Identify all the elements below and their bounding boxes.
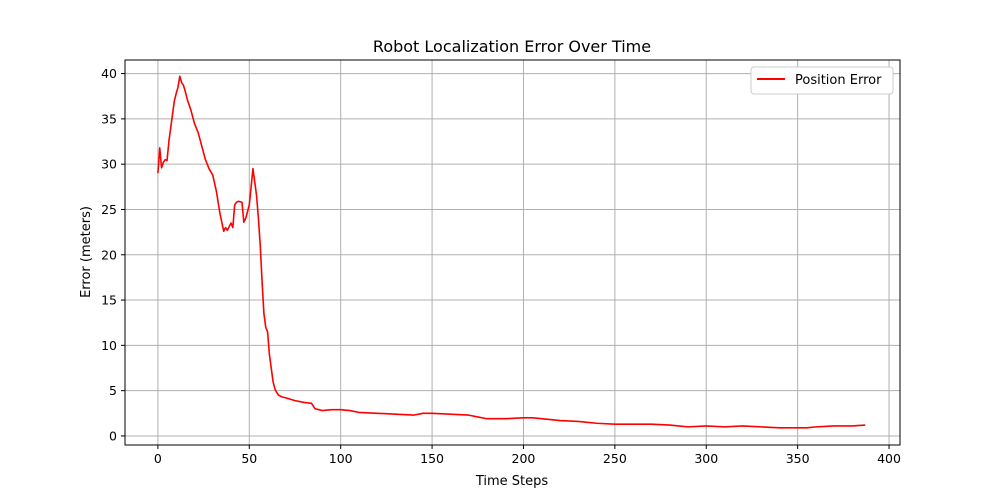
x-axis-label: Time Steps: [475, 474, 549, 489]
chart-title: Robot Localization Error Over Time: [373, 37, 651, 56]
x-tick-label: 150: [420, 451, 444, 466]
y-tick-label: 40: [101, 66, 117, 81]
series-layer: [157, 75, 866, 429]
y-tick-label: 5: [109, 383, 117, 398]
x-tick-label: 0: [154, 451, 162, 466]
legend-box: [750, 66, 894, 95]
y-tick-label: 0: [109, 428, 117, 443]
axis-ticks: 0 50 100 150 200 250 300 350 400 0 5 10 15 20 25 30 35 40: [101, 66, 901, 466]
y-tick-label: 35: [101, 111, 117, 126]
y-tick-label: 25: [101, 202, 117, 217]
series-line-position-error: [157, 75, 866, 429]
x-tick-label: 50: [241, 451, 257, 466]
legend: Position Error: [750, 66, 894, 95]
y-tick-label: 15: [101, 293, 117, 308]
x-tick-label: 350: [786, 451, 810, 466]
y-axis-label: Error (meters): [79, 206, 94, 298]
plot-frame: [124, 59, 901, 446]
y-tick-label: 30: [101, 157, 117, 172]
y-tick-label: 20: [101, 247, 117, 262]
legend-label-position-error: Position Error: [795, 73, 882, 88]
x-tick-label: 100: [329, 451, 353, 466]
grid-lines: [125, 60, 900, 445]
y-tick-label: 10: [101, 338, 117, 353]
x-tick-label: 200: [512, 451, 536, 466]
x-tick-label: 250: [603, 451, 627, 466]
x-tick-label: 300: [694, 451, 718, 466]
x-tick-label: 400: [877, 451, 901, 466]
